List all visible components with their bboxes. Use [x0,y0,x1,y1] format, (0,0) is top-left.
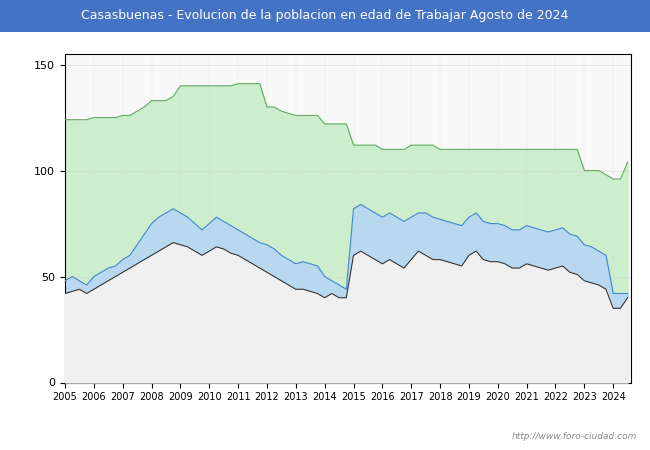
Text: Casasbuenas - Evolucion de la poblacion en edad de Trabajar Agosto de 2024: Casasbuenas - Evolucion de la poblacion … [81,9,569,22]
Text: http://www.foro-ciudad.com: http://www.foro-ciudad.com [512,432,637,441]
